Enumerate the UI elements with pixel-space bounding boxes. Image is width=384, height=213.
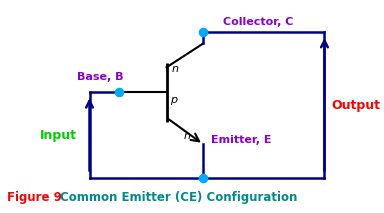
Text: Emitter, E: Emitter, E	[211, 135, 271, 145]
Point	[200, 30, 206, 34]
Point	[200, 176, 206, 180]
Text: p: p	[170, 95, 177, 105]
Text: n: n	[183, 131, 190, 141]
Text: Output: Output	[331, 99, 380, 112]
Point	[116, 91, 122, 94]
Text: n: n	[172, 65, 179, 75]
Text: Common Emitter (CE) Configuration: Common Emitter (CE) Configuration	[60, 191, 298, 204]
Text: Base, B: Base, B	[77, 72, 124, 82]
Text: Collector, C: Collector, C	[223, 17, 294, 27]
Text: Figure 9: Figure 9	[7, 191, 62, 204]
Text: Input: Input	[40, 129, 77, 142]
